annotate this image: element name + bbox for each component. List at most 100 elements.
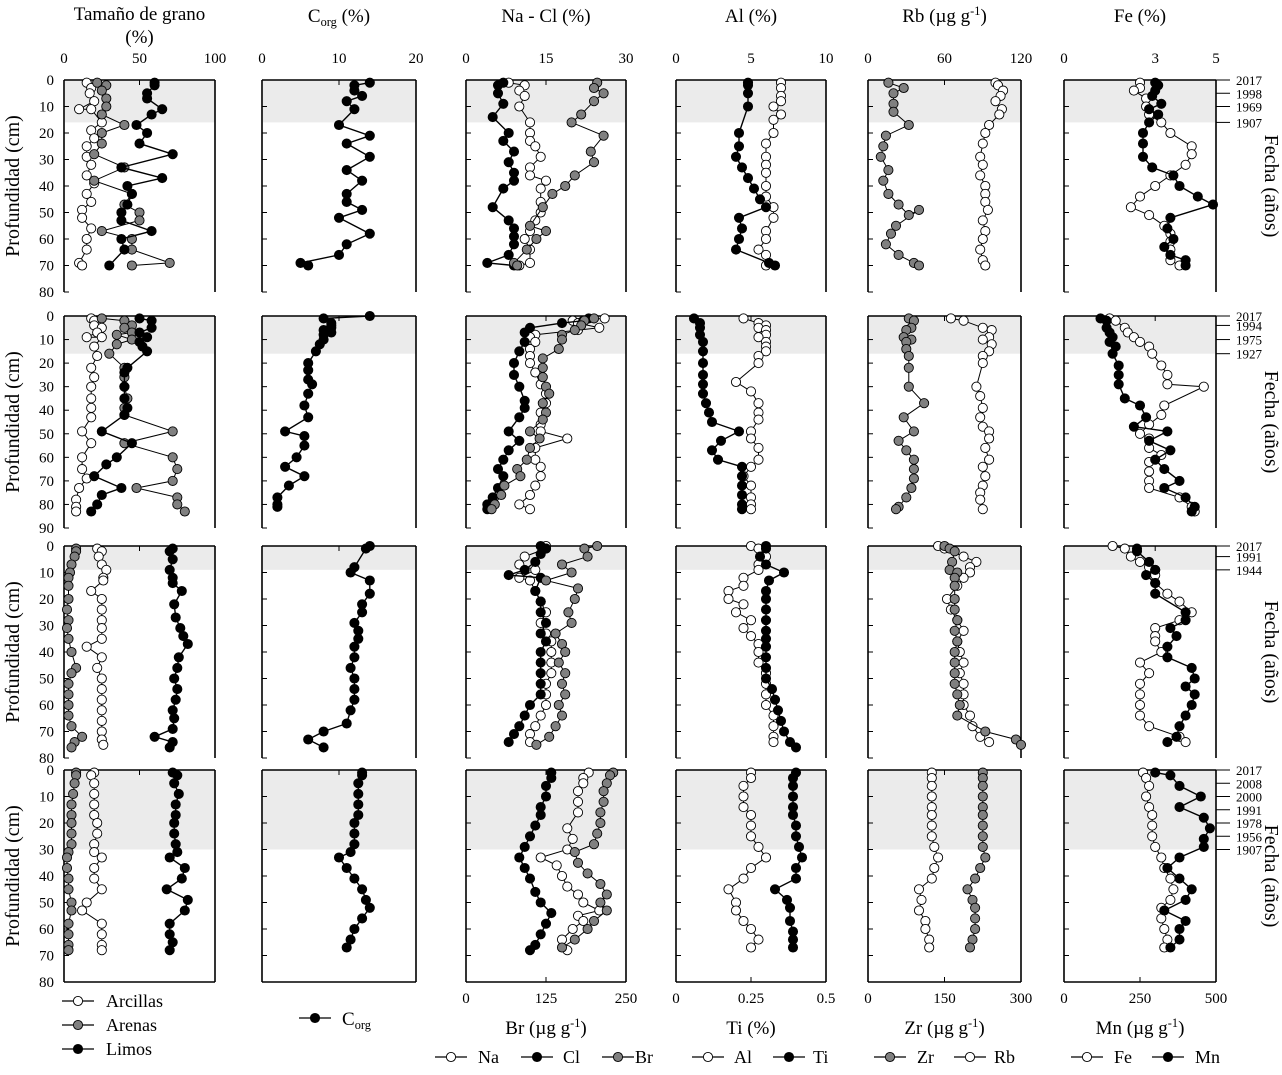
data-point-limos-15 xyxy=(179,905,190,916)
data-point-ti-17 xyxy=(769,694,781,705)
data-point-limos-11 xyxy=(119,393,130,404)
panel-nacl-row-1 xyxy=(465,77,627,293)
data-point-ti-12 xyxy=(769,884,781,895)
data-point-cl-22 xyxy=(503,737,514,748)
data-point-al-6 xyxy=(753,332,764,343)
data-point-arenas-11 xyxy=(89,175,100,186)
data-point-corg-12 xyxy=(303,365,314,376)
data-point-arenas-18 xyxy=(63,710,74,721)
data-point-arcillas-15 xyxy=(86,196,97,207)
data-point-fe-14 xyxy=(1125,202,1136,213)
data-point-limos-7 xyxy=(169,828,180,839)
data-point-arenas-4 xyxy=(66,799,77,810)
data-point-zr-20 xyxy=(913,260,925,271)
series-alti-al xyxy=(753,77,787,271)
data-point-arcillas-7 xyxy=(89,341,100,352)
data-point-al-5 xyxy=(775,109,787,120)
data-point-al-6 xyxy=(768,114,779,125)
data-point-br-14 xyxy=(540,226,552,237)
data-point-arenas-4 xyxy=(101,101,112,112)
data-point-arenas-5 xyxy=(96,109,107,120)
data-point-zr-15 xyxy=(949,668,960,679)
data-point-zr-11 xyxy=(919,398,930,409)
legend-label-arenas: Arenas xyxy=(106,1015,157,1035)
data-point-limos-5 xyxy=(146,109,157,120)
data-point-limos-16 xyxy=(116,215,127,226)
series-nacl-br xyxy=(531,540,603,750)
series-grain-arenas xyxy=(61,767,82,956)
data-point-mn-15 xyxy=(1207,199,1219,210)
data-point-arcillas-9 xyxy=(89,847,100,858)
data-point-br-15 xyxy=(531,233,542,245)
data-point-corg-5 xyxy=(364,588,375,599)
depth-axis-label: Profundidad (cm) xyxy=(2,115,24,257)
data-point-na-3 xyxy=(519,90,530,101)
data-point-cl-7 xyxy=(530,585,541,597)
data-point-arenas-19 xyxy=(167,475,178,486)
panel-rbzr-row-4 xyxy=(867,767,1022,983)
panel-alti-row-4 xyxy=(675,767,827,983)
data-point-ti-13 xyxy=(733,426,745,437)
data-point-al-24 xyxy=(768,737,779,748)
data-point-br-0 xyxy=(592,540,603,552)
top-tick-label-alti-1: 5 xyxy=(747,51,755,67)
data-point-na-19 xyxy=(535,710,546,721)
data-point-al-9 xyxy=(760,852,772,863)
data-point-fe-14 xyxy=(1150,636,1161,647)
data-point-arenas-17 xyxy=(63,699,74,711)
data-point-zr-13 xyxy=(903,210,914,221)
data-point-corg-1 xyxy=(360,543,371,554)
data-point-arcillas-16 xyxy=(96,918,107,929)
data-point-br-12 xyxy=(560,646,571,658)
bottom-axis-title-nacl: Br (µg g-1) xyxy=(505,1016,586,1039)
data-point-br-6 xyxy=(553,343,564,355)
data-point-mn-6 xyxy=(1204,823,1215,834)
data-point-arenas-2 xyxy=(96,85,107,96)
data-point-corg-15 xyxy=(303,388,314,399)
data-point-arcillas-2 xyxy=(89,778,100,789)
data-point-rb-6 xyxy=(994,109,1005,120)
data-point-br-13 xyxy=(524,220,536,231)
data-point-arcillas-12 xyxy=(96,633,107,644)
data-point-arenas-20 xyxy=(77,731,88,742)
data-point-zr-14 xyxy=(949,657,960,668)
data-point-limos-20 xyxy=(96,489,107,501)
data-point-cl-13 xyxy=(535,646,546,658)
legend-label-femn-fe: Fe xyxy=(1114,1047,1132,1067)
data-point-arcillas-19 xyxy=(81,233,92,245)
data-point-br-7 xyxy=(585,146,596,157)
data-point-mn-19 xyxy=(1159,464,1170,475)
data-point-fe-12 xyxy=(1159,400,1170,411)
data-point-mn-22 xyxy=(1180,260,1191,271)
data-point-na-23 xyxy=(530,480,541,491)
data-point-rb-10 xyxy=(929,862,940,874)
data-point-fe-10 xyxy=(1180,159,1191,170)
data-point-na-21 xyxy=(535,461,546,472)
data-point-mn-19 xyxy=(1159,241,1170,252)
data-point-arcillas-5 xyxy=(86,104,97,115)
top-tick-label-grain-0: 0 xyxy=(60,51,68,67)
data-point-ti-10 xyxy=(790,862,802,874)
data-point-na-13 xyxy=(572,889,584,900)
data-point-zr-9 xyxy=(883,165,894,176)
data-point-al-15 xyxy=(738,915,749,927)
depth-tick-label-2: 20 xyxy=(39,126,54,142)
data-point-rb-12 xyxy=(913,884,925,895)
data-point-al-12 xyxy=(738,623,749,634)
data-point-corg-22 xyxy=(280,461,291,472)
data-point-arcillas-14 xyxy=(96,652,107,663)
column-title-unit-grain: (%) xyxy=(125,27,153,48)
data-point-cl-12 xyxy=(487,202,498,213)
data-point-corg-6 xyxy=(333,119,345,131)
data-point-corg-2 xyxy=(353,778,364,789)
data-point-arcillas-15 xyxy=(77,905,88,916)
data-point-zr-10 xyxy=(975,862,986,874)
data-point-al-20 xyxy=(760,699,772,711)
data-point-na-13 xyxy=(546,646,557,658)
date-axis-label: Fecha (años) xyxy=(1260,371,1282,474)
legend-femn-fe-marker xyxy=(1081,1051,1093,1063)
top-tick-label-nacl-0: 0 xyxy=(462,51,470,67)
panel-nacl-row-3 xyxy=(465,540,627,759)
data-point-limos-3 xyxy=(142,93,153,104)
